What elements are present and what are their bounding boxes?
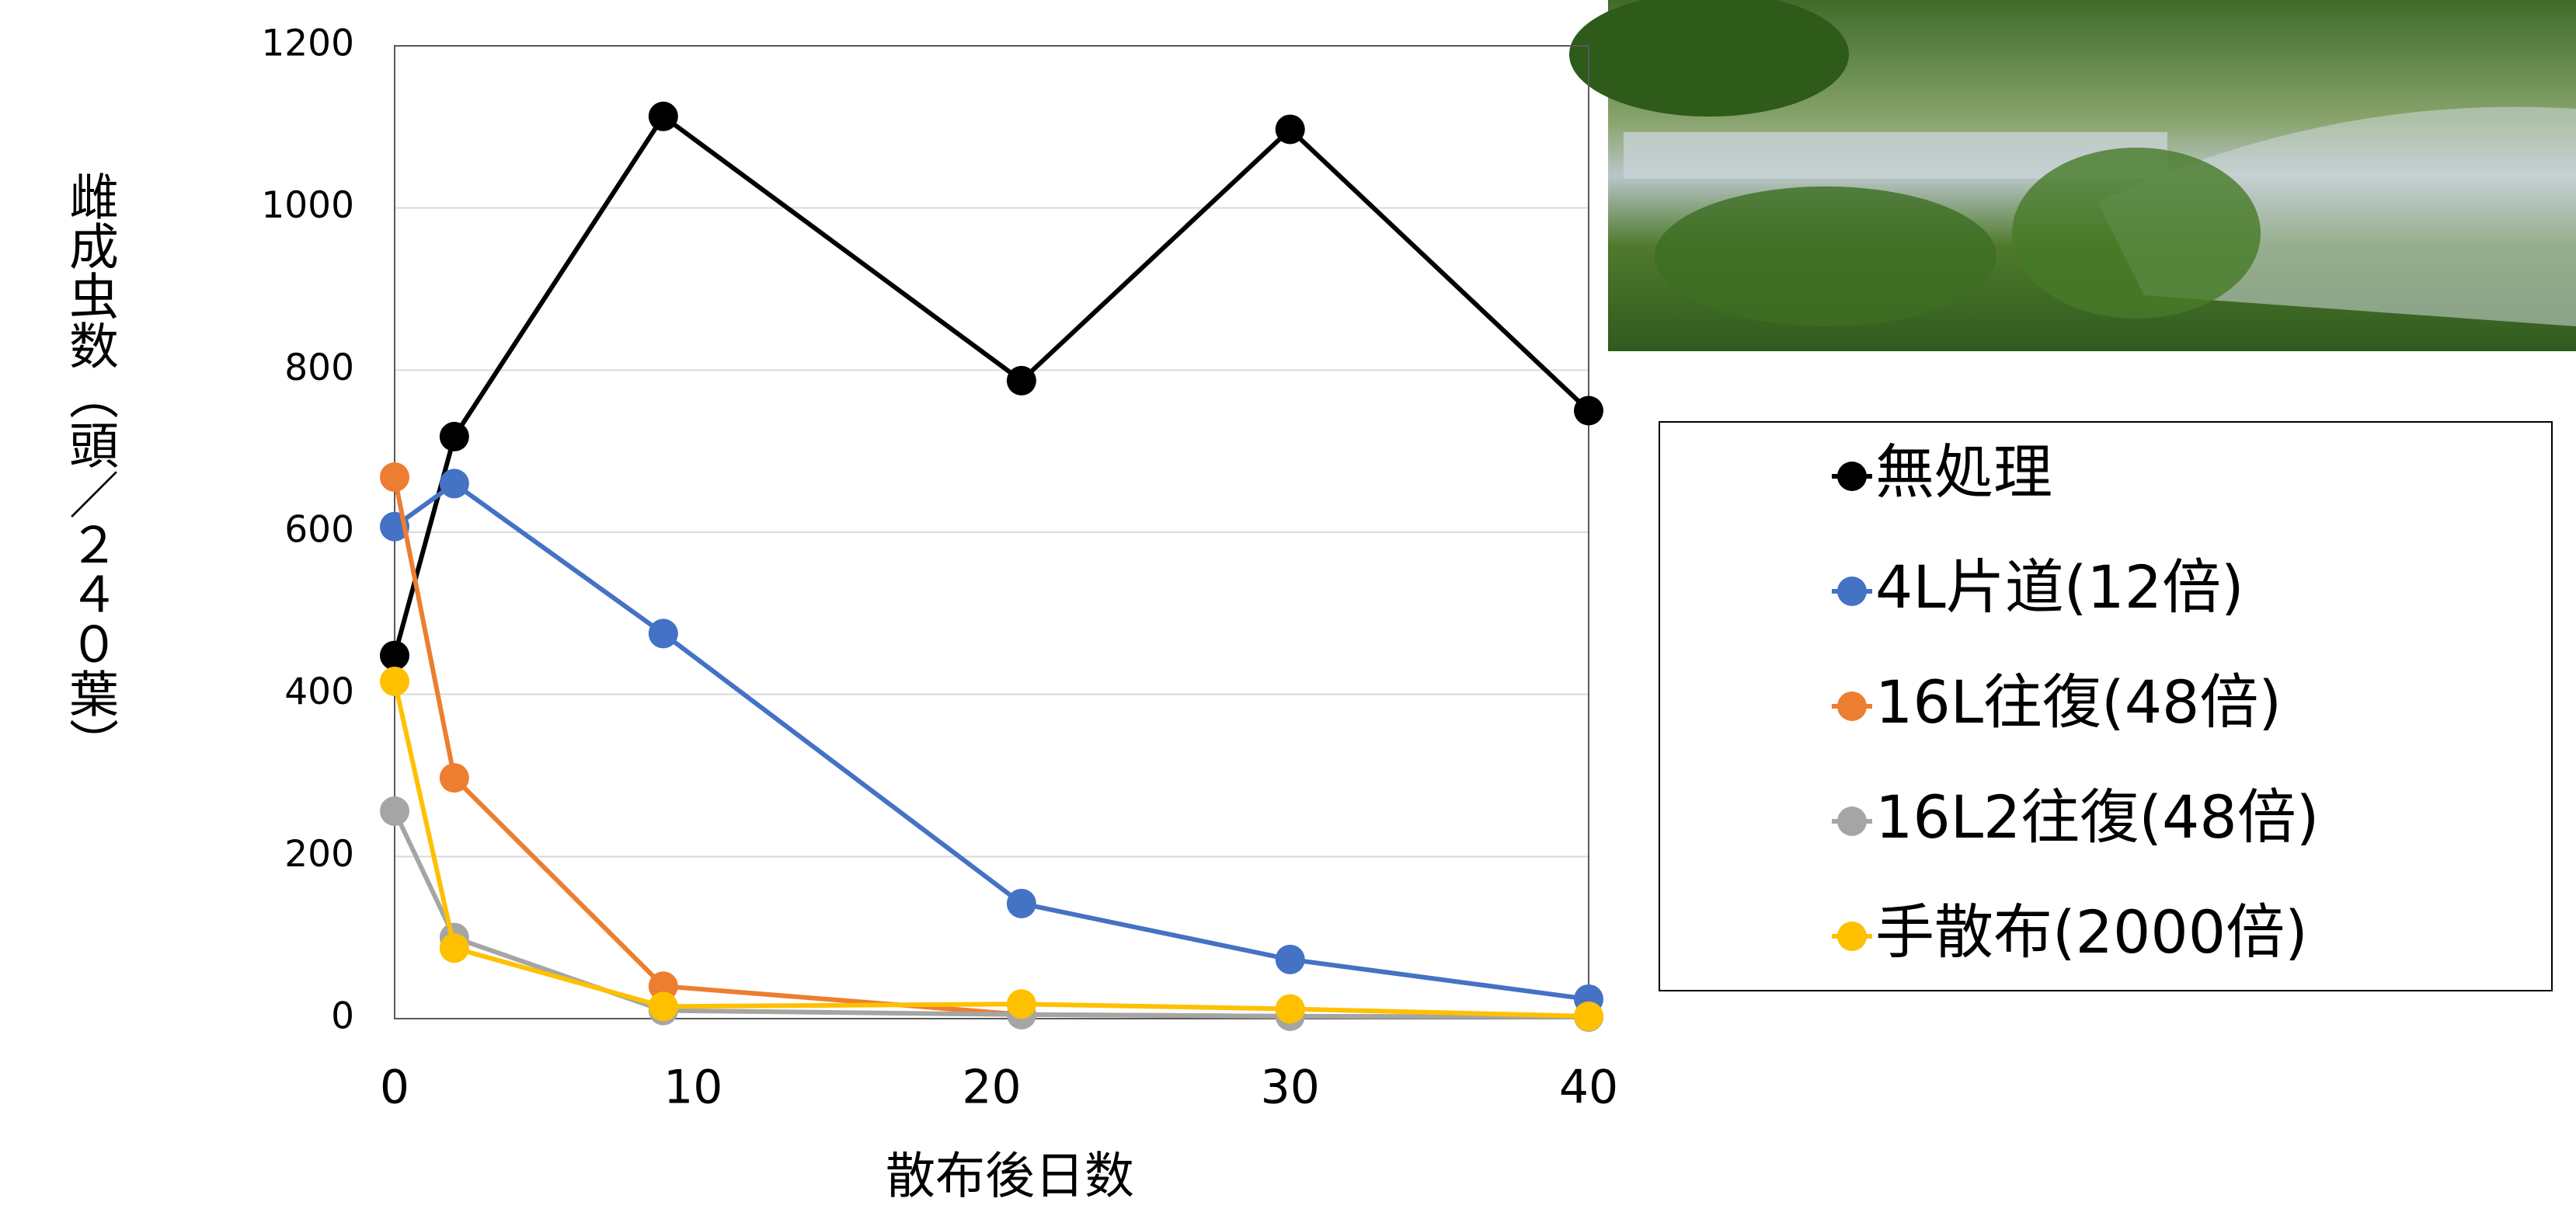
data-point (648, 971, 678, 1002)
legend-marker (1837, 922, 1867, 951)
data-point (1574, 1001, 1603, 1031)
y-tick-label: 200 (284, 833, 354, 876)
y-tick-label: 0 (331, 995, 354, 1038)
photo (1569, 0, 2576, 351)
series-line (392, 476, 1589, 1019)
legend-label: 手散布(2000倍) (1875, 897, 2308, 967)
data-point (380, 462, 409, 493)
legend-box (1659, 421, 2553, 991)
legend-marker (1837, 577, 1867, 606)
data-point (439, 933, 469, 963)
y-tick-label: 400 (284, 671, 354, 713)
series-line (392, 681, 1589, 1019)
legend-marker (1837, 462, 1867, 491)
series-line (392, 113, 1591, 657)
data-point (648, 991, 678, 1022)
data-point (648, 101, 678, 131)
data-point (439, 469, 469, 499)
y-tick-label: 1000 (261, 184, 354, 227)
data-point (1574, 395, 1603, 426)
y-tick-label: 1200 (261, 23, 354, 65)
data-point (648, 618, 678, 649)
legend-label: 16L往復(48倍) (1875, 667, 2282, 737)
legend-label: 無処理 (1875, 437, 2052, 507)
data-point (439, 421, 469, 451)
x-tick-label: 40 (1559, 1061, 1618, 1115)
data-point (380, 796, 409, 826)
legend-marker (1837, 807, 1867, 836)
x-tick-label: 10 (663, 1061, 722, 1115)
y-axis-label: 雌成虫数（頭／２４０葉） (61, 171, 118, 768)
data-point (1006, 989, 1036, 1019)
series-line (393, 480, 1589, 1002)
data-point (1275, 944, 1305, 974)
data-point (380, 640, 409, 671)
data-point (1275, 114, 1305, 145)
data-point (1006, 888, 1036, 918)
legend-label: 4L片道(12倍) (1875, 552, 2244, 622)
data-point (439, 763, 469, 793)
legend-label: 16L2往復(48倍) (1875, 782, 2319, 852)
x-tick-label: 0 (380, 1061, 409, 1115)
legend-marker (1837, 692, 1867, 721)
data-point (1275, 994, 1305, 1024)
data-point (1006, 365, 1036, 395)
x-tick-label: 20 (962, 1061, 1021, 1115)
x-tick-label: 30 (1261, 1061, 1320, 1115)
series-line (392, 810, 1589, 1019)
x-axis-label: 散布後日数 (886, 1148, 1134, 1206)
y-tick-label: 800 (284, 347, 354, 389)
y-tick-label: 600 (284, 509, 354, 552)
data-point (380, 666, 409, 696)
